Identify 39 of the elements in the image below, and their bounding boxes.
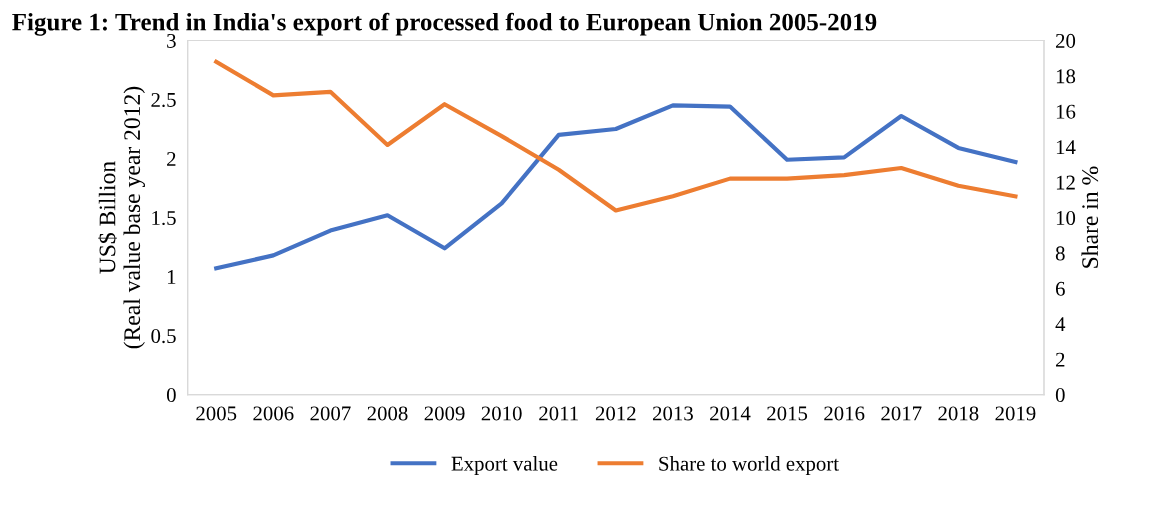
x-tick-label: 2005 <box>196 406 237 421</box>
x-tick-label: 2013 <box>652 406 693 421</box>
x-tick-label: 2009 <box>424 406 465 421</box>
x-tick-label: 2012 <box>595 406 636 421</box>
x-tick-label: 2017 <box>881 406 922 421</box>
y2-tick-label: 18 <box>1056 69 1076 84</box>
y2-axis-title: Share in % <box>1081 166 1099 268</box>
y2-tick-label: 2 <box>1056 352 1065 367</box>
y-axis-title: US$ Billion (Real value base year 2012) <box>98 86 145 349</box>
y2-tick-label: 6 <box>1055 281 1065 296</box>
y2-tick-label: 8 <box>1055 246 1065 261</box>
x-tick-label: 2008 <box>367 406 408 421</box>
y-tick-label: 1 <box>167 270 176 284</box>
x-tick-label: 2011 <box>539 406 578 421</box>
line-series <box>214 103 1018 271</box>
y2-tick-label: 12 <box>1056 175 1075 190</box>
x-tick-label: 2007 <box>310 406 351 421</box>
y-tick-label: 2.5 <box>151 92 176 108</box>
y2-tick-label: 16 <box>1056 104 1076 119</box>
x-tick-label: 2016 <box>824 406 865 421</box>
x-tick-label: 2018 <box>938 406 979 421</box>
legend-label: Share to world export <box>659 456 839 475</box>
y-tick-label: 0 <box>166 388 176 403</box>
x-tick-label: 2015 <box>767 406 808 421</box>
y2-tick-label: 14 <box>1056 140 1076 154</box>
y2-tick-label: 20 <box>1056 33 1076 48</box>
line-series <box>214 59 1018 213</box>
legend-label: Export value <box>451 456 558 475</box>
y-tick-label: 2 <box>167 151 176 166</box>
y-tick-label: 1.5 <box>152 211 176 226</box>
y-tick-label: 3 <box>167 33 176 48</box>
x-tick-label: 2014 <box>710 406 751 421</box>
x-tick-label: 2006 <box>253 406 294 421</box>
y2-tick-label: 10 <box>1056 210 1076 226</box>
y2-tick-label: 4 <box>1055 317 1066 332</box>
x-tick-label: 2010 <box>481 406 522 421</box>
x-tick-label: 2019 <box>995 406 1036 421</box>
y2-tick-label: 0 <box>1055 388 1065 403</box>
y-tick-label: 0.5 <box>151 329 176 344</box>
